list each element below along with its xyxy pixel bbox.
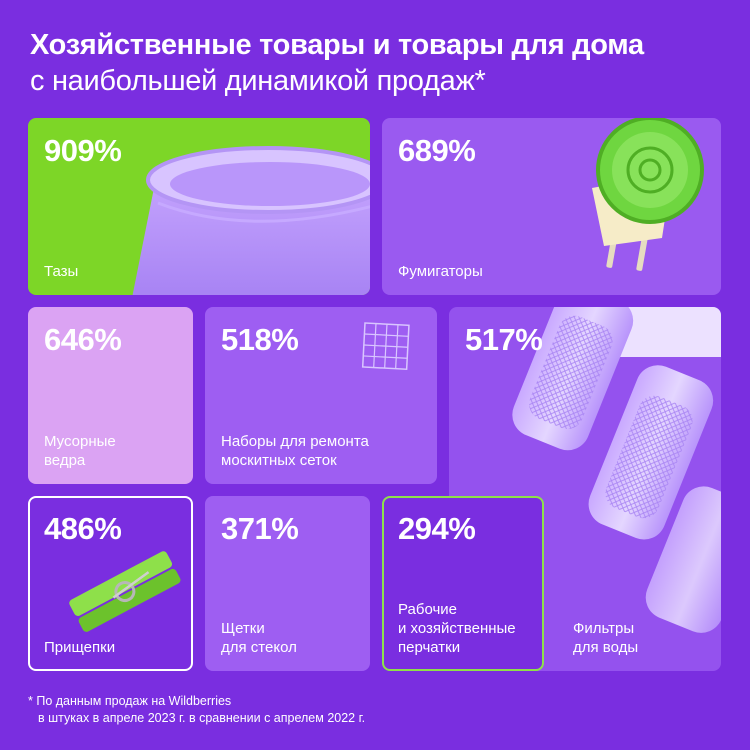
card-percent: 909%: [44, 133, 122, 168]
card-percent: 486%: [44, 511, 122, 546]
water-filters-image: [512, 307, 721, 633]
page-title: Хозяйственные товары и товары для дома: [30, 29, 644, 61]
card-percent: 517%: [465, 322, 543, 357]
basin-image: [132, 146, 370, 295]
card-label: Прищепки: [44, 639, 116, 656]
card-percent: 646%: [44, 322, 122, 357]
card-percent: 518%: [221, 322, 299, 357]
card-fumigators: 689% Фумигаторы: [382, 118, 721, 295]
card-gloves: 294% Рабочие и хозяйственные перчатки: [382, 496, 544, 671]
card-percent: 294%: [398, 511, 476, 546]
card-mosquito-net-repair: 518% Наборы для ремонта москитных сеток: [205, 307, 437, 484]
card-window-brushes: 371% Щетки для стекол: [205, 496, 370, 671]
card-basins: 909% Тазы: [28, 118, 370, 295]
card-label: Наборы для ремонта москитных сеток: [221, 433, 369, 469]
card-trash-bins: 646% Мусорные ведра: [28, 307, 193, 484]
footnote: * По данным продаж на Wildberries в штук…: [28, 694, 366, 725]
card-percent: 689%: [398, 133, 476, 168]
card-label: Тазы: [44, 263, 79, 280]
clothespin-image: [69, 551, 181, 632]
card-label: Фумигаторы: [398, 263, 483, 280]
card-water-filters: 517% Фильтры для воды: [449, 307, 721, 671]
card-clothespins: 486% Прищепки: [28, 496, 193, 671]
card-label: Фильтры для воды: [573, 620, 639, 656]
card-label: Мусорные ведра: [44, 433, 116, 469]
mesh-grid-icon: [361, 322, 410, 371]
card-label: Рабочие и хозяйственные перчатки: [398, 601, 516, 656]
card-percent: 371%: [221, 511, 299, 546]
card-label: Щетки для стекол: [221, 620, 297, 656]
page-subtitle: с наибольшей динамикой продаж*: [30, 65, 486, 97]
fumigator-image: [592, 118, 704, 271]
